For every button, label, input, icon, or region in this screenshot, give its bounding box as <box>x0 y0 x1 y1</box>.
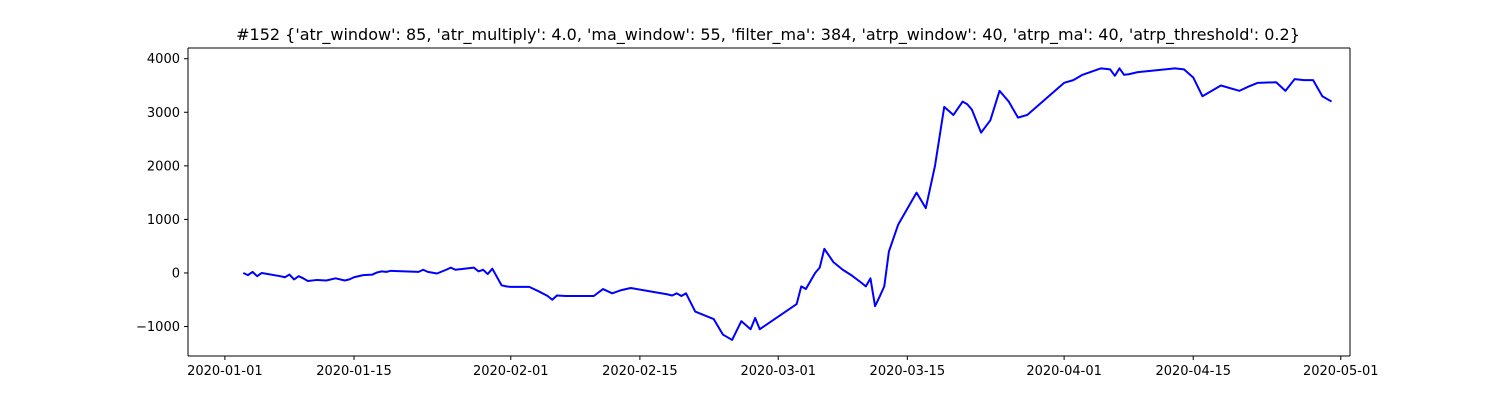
x-tick-label: 2020-03-01 <box>740 364 816 379</box>
plot-background <box>188 48 1350 356</box>
series-layer <box>242 67 1333 341</box>
y-tick-label: 1000 <box>147 213 180 228</box>
x-tick-label: 2020-01-15 <box>316 364 392 379</box>
x-tick-label: 2020-02-15 <box>602 364 678 379</box>
chart-title: #152 {'atr_window': 85, 'atr_multiply': … <box>236 25 1300 45</box>
series-line-0 <box>242 67 1333 341</box>
y-tick-label: 4000 <box>147 52 180 67</box>
x-tick-label: 2020-04-01 <box>1026 364 1102 379</box>
plot-area <box>188 48 1350 356</box>
y-tick-label: 3000 <box>147 106 180 121</box>
y-tick-label: 0 <box>172 266 180 281</box>
y-tick-label: 2000 <box>147 159 180 174</box>
x-tick-label: 2020-04-15 <box>1155 364 1231 379</box>
x-tick-label: 2020-03-15 <box>870 364 946 379</box>
x-tick-label: 2020-01-01 <box>187 364 263 379</box>
x-tick-label: 2020-05-01 <box>1303 364 1379 379</box>
axes: −1000 0 1000 2000 3000 4000 2020-01-01 2020-01-… <box>136 47 1379 379</box>
x-tick-label: 2020-02-01 <box>473 364 549 379</box>
y-tick-label: −1000 <box>136 320 180 335</box>
